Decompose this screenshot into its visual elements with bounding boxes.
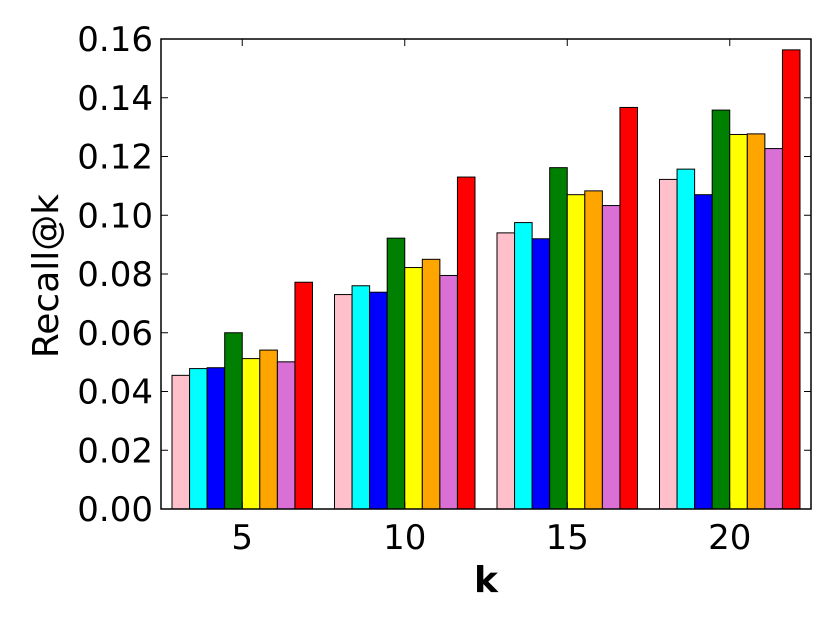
bar-k5-series-6 [259,349,278,510]
bar-k5-series-8 [294,281,314,510]
y-tick-label: 0.10 [77,196,153,236]
y-tick-label: 0.08 [77,255,153,295]
bar-k20-series-2 [676,168,696,510]
bars-group [171,49,801,510]
x-tick-label: 15 [546,518,589,558]
bar-k5-series-5 [241,358,261,510]
x-tick-label: 10 [383,518,426,558]
y-axis-label: Recall@k [26,194,67,358]
y-tick-label: 0.14 [77,79,153,119]
bar-k5-series-4 [224,332,243,510]
y-tick-label: 0.00 [77,490,153,530]
bar-k15-series-6 [584,190,603,510]
bar-k20-series-1 [659,178,678,510]
y-tick-label: 0.02 [77,431,153,471]
bar-k10-series-2 [351,285,371,510]
bar-k15-series-7 [601,205,621,510]
y-tick-label: 0.12 [77,138,153,178]
bar-k10-series-5 [404,267,423,510]
bar-k10-series-7 [439,274,458,510]
bar-k10-series-8 [456,176,476,510]
bar-k5-series-1 [171,374,191,510]
y-tick-label: 0.16 [77,20,153,60]
bar-k15-series-3 [531,238,551,510]
bar-k5-series-3 [206,367,226,510]
bar-k5-series-2 [189,368,208,510]
bar-k20-series-5 [729,133,748,510]
bar-k20-series-3 [694,194,713,510]
bar-k15-series-8 [619,106,639,510]
y-axis-ticks: 0.00 0.02 0.04 0.06 0.08 0.10 0.12 0.14 0.16 [77,20,811,530]
bar-k20-series-6 [746,133,766,510]
bar-k5-series-7 [276,361,296,510]
bar-k15-series-2 [514,222,533,510]
plot-frame [160,38,812,510]
bar-k20-series-4 [711,109,731,510]
bar-k15-series-1 [496,232,516,510]
bar-k15-series-4 [549,167,568,510]
bar-k10-series-6 [421,258,441,510]
x-tick-label: 5 [231,518,253,558]
bar-k10-series-4 [386,237,406,510]
bar-k20-series-7 [764,148,783,510]
y-tick-label: 0.06 [77,314,153,354]
x-axis-label: k [474,560,499,601]
bar-k15-series-5 [566,194,586,510]
bar-k10-series-3 [369,291,388,510]
x-tick-label: 20 [708,518,751,558]
y-tick-label: 0.04 [77,373,153,413]
bar-k20-series-8 [781,49,801,510]
x-axis-ticks: 5 10 15 20 [231,39,751,558]
bar-k10-series-1 [334,294,353,510]
